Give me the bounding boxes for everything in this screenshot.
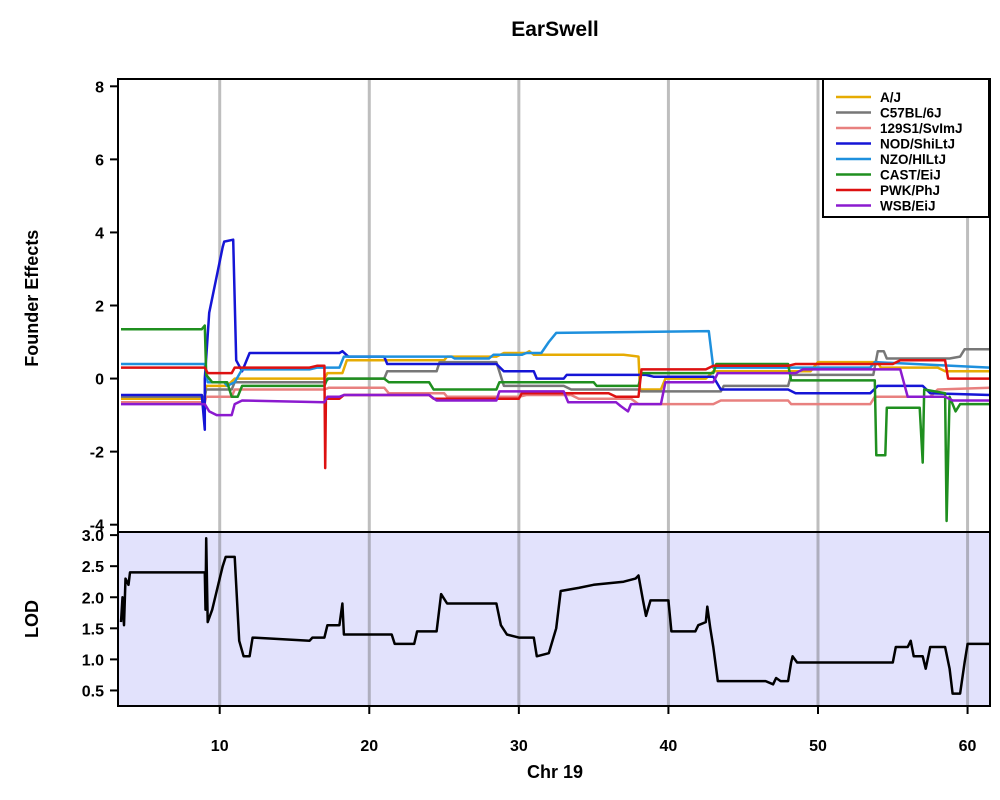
y-tick-label: 3.0	[82, 528, 104, 545]
legend-label: WSB/EiJ	[880, 199, 936, 214]
legend: A/JC57BL/6J129S1/SvImJNOD/ShiLtJNZO/HlLt…	[822, 78, 990, 218]
legend-label: CAST/EiJ	[880, 168, 941, 183]
legend-label: A/J	[880, 90, 901, 105]
x-tick-label: 30	[510, 738, 528, 755]
x-axis-title: Chr 19	[527, 762, 583, 782]
y-tick-label: 0.5	[82, 683, 104, 700]
y-tick-label: 2.5	[82, 559, 104, 576]
y-tick-label: 1.5	[82, 621, 104, 638]
series-line-cast-eij	[121, 324, 990, 523]
legend-label: 129S1/SvImJ	[880, 121, 963, 136]
y-tick-label: 8	[95, 79, 104, 96]
founder-effects-series-lines	[121, 238, 991, 523]
y-tick-label: 1.0	[82, 652, 104, 669]
founder-effects-panel: -4 -2 0 2 4 6 8 Founder Effects A/JC57BL/6J129…	[22, 78, 991, 535]
legend-box	[822, 78, 990, 218]
x-tick-label: 20	[360, 738, 378, 755]
lod-y-axis: 0.5 1.0 1.5 2.0 2.5 3.0	[82, 528, 118, 700]
y-tick-label: 4	[95, 225, 104, 242]
chromosome-x-axis: 10 20 30 40 50 60	[211, 706, 977, 755]
series-line-129s1-svimj	[121, 386, 991, 406]
y-tick-label: 2	[95, 299, 104, 316]
y-tick-label: -4	[90, 518, 104, 535]
legend-label: NZO/HlLtJ	[880, 152, 946, 167]
y-tick-label: 2.0	[82, 590, 104, 607]
lod-curve	[119, 536, 990, 695]
series-line-nod-shiltj	[121, 238, 991, 431]
x-tick-label: 60	[959, 738, 977, 755]
x-tick-label: 10	[211, 738, 229, 755]
lod-panel: 0.5 1.0 1.5 2.0 2.5 3.0 10 20 30 40 50 60 LOD Chr …	[22, 528, 991, 782]
legend-label: NOD/ShiLtJ	[880, 137, 955, 152]
series-line-wsb-eij	[121, 368, 990, 417]
x-tick-label: 50	[809, 738, 827, 755]
lod-plot-area	[118, 532, 990, 706]
series-line-c57bl-6j	[121, 348, 990, 399]
founder-effects-gridlines	[218, 79, 970, 532]
chart-title: EarSwell	[511, 18, 599, 41]
y-tick-label: 0	[95, 372, 104, 389]
founder-effects-y-axis: -4 -2 0 2 4 6 8	[90, 79, 118, 535]
lod-gridlines	[218, 532, 970, 706]
y-tick-label: -2	[90, 445, 104, 462]
y-tick-label: 6	[95, 152, 104, 169]
legend-label: C57BL/6J	[880, 106, 942, 121]
x-tick-label: 40	[660, 738, 678, 755]
lod-series-lines	[119, 536, 990, 695]
lod-y-axis-title: LOD	[22, 600, 42, 638]
lod-frame	[117, 531, 991, 707]
legend-label: PWK/PhJ	[880, 183, 940, 198]
series-line-pwk-phj	[121, 359, 990, 470]
founder-effects-y-axis-title: Founder Effects	[22, 230, 42, 367]
